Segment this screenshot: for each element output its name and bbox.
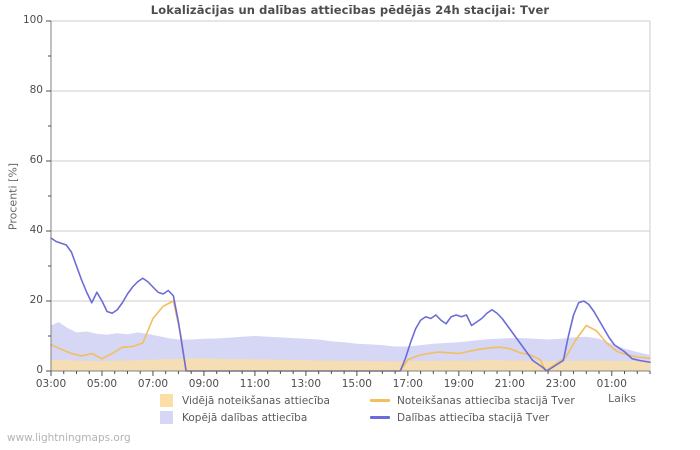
watermark: www.lightningmaps.org xyxy=(7,432,131,444)
x-tick-label: 11:00 xyxy=(239,378,271,390)
legend-item-avg-detection[interactable]: Vidējā noteikšanas attiecība xyxy=(160,394,370,407)
x-tick-label: 15:00 xyxy=(341,378,372,390)
legend-item-detection-tver[interactable]: Noteikšanas attiecība stacijā Tver xyxy=(370,395,625,407)
x-tick-label: 17:00 xyxy=(392,378,423,390)
y-tick-label: 100 xyxy=(22,14,43,26)
x-tick-label: 05:00 xyxy=(86,378,118,390)
legend-swatch-icon xyxy=(370,399,390,402)
y-tick-label: 80 xyxy=(29,84,43,96)
x-tick-label: 07:00 xyxy=(137,378,169,390)
legend-swatch-icon xyxy=(160,411,173,424)
legend-label: Noteikšanas attiecība stacijā Tver xyxy=(397,394,575,407)
x-tick-label: 09:00 xyxy=(188,378,220,390)
legend-swatch-icon xyxy=(370,416,390,419)
legend-label: Kopējā dalības attiecība xyxy=(182,411,308,424)
x-tick-label: 23:00 xyxy=(545,378,576,390)
legend-row: Vidējā noteikšanas attiecība Noteikšanas… xyxy=(160,392,630,409)
x-tick-label: 01:00 xyxy=(596,378,627,390)
y-tick-label: 0 xyxy=(36,364,43,376)
legend-swatch-icon xyxy=(160,394,173,407)
x-tick-label: 13:00 xyxy=(290,378,322,390)
y-tick-label: 20 xyxy=(29,294,43,306)
x-tick-label: 19:00 xyxy=(443,378,474,390)
chart-title: Lokalizācijas un dalības attiecības pēdē… xyxy=(150,3,550,17)
legend-row: Kopējā dalības attiecība Dalības attiecī… xyxy=(160,409,630,426)
legend-label: Vidējā noteikšanas attiecība xyxy=(182,394,330,407)
legend-item-total-participation[interactable]: Kopējā dalības attiecība xyxy=(160,411,370,424)
y-tick-label: 60 xyxy=(29,154,43,166)
y-tick-label: 40 xyxy=(29,224,43,236)
x-tick-label: 21:00 xyxy=(494,378,525,390)
chart-legend: Vidējā noteikšanas attiecība Noteikšanas… xyxy=(160,392,630,426)
x-axis-title: Laiks xyxy=(608,392,637,405)
x-tick-label: 03:00 xyxy=(35,378,67,390)
legend-label: Dalības attiecība stacijā Tver xyxy=(397,411,550,424)
legend-item-participation-tver[interactable]: Dalības attiecība stacijā Tver xyxy=(370,412,625,424)
